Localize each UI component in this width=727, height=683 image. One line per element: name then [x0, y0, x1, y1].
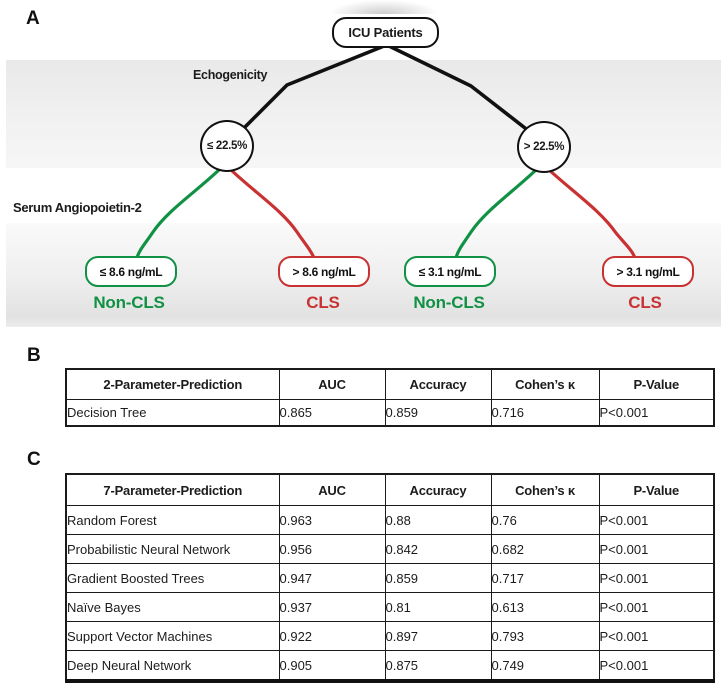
table-row: Probabilistic Neural Network 0.956 0.842… — [65, 534, 715, 564]
outcome-label-cls-2: CLS — [628, 293, 662, 312]
table-row: Deep Neural Network 0.905 0.875 0.749 P<… — [65, 650, 715, 682]
cell-auc: 0.947 — [278, 563, 386, 593]
cell-kappa: 0.793 — [490, 621, 600, 651]
cell-model: Deep Neural Network — [65, 650, 280, 682]
header-p-value: P-Value — [598, 368, 715, 400]
table-header-row: 7-Parameter-Prediction AUC Accuracy Cohe… — [65, 473, 715, 506]
cell-auc: 0.956 — [278, 534, 386, 564]
decision-tree-panel: A ICU Patients Echogenicity Serum Angiop… — [0, 0, 727, 340]
cell-auc: 0.905 — [278, 650, 386, 682]
cell-p-value: P<0.001 — [598, 399, 715, 427]
outcome-label-noncls-2: Non-CLS — [413, 293, 485, 312]
table-row: Naïve Bayes 0.937 0.81 0.613 P<0.001 — [65, 592, 715, 622]
cell-accuracy: 0.842 — [384, 534, 492, 564]
table-row: Decision Tree 0.865 0.859 0.716 P<0.001 — [65, 399, 715, 427]
cell-kappa: 0.717 — [490, 563, 600, 593]
table-row: Support Vector Machines 0.922 0.897 0.79… — [65, 621, 715, 651]
seven-parameter-table: 7-Parameter-Prediction AUC Accuracy Cohe… — [65, 473, 715, 683]
panel-a-label: A — [26, 8, 40, 29]
edge-left-noncls — [135, 166, 223, 260]
split-label-angiopoietin: Serum Angiopoietin-2 — [13, 200, 142, 215]
cell-auc: 0.963 — [278, 505, 386, 535]
table-header-row: 2-Parameter-Prediction AUC Accuracy Cohe… — [65, 368, 715, 400]
cell-model: Decision Tree — [65, 399, 280, 427]
leaf-node-gt-3-1: > 3.1 ng/mL — [602, 256, 694, 287]
cell-model: Probabilistic Neural Network — [65, 534, 280, 564]
cell-accuracy: 0.81 — [384, 592, 492, 622]
leaf-node-le-3-1: ≤ 3.1 ng/mL — [404, 256, 496, 287]
cell-model: Gradient Boosted Trees — [65, 563, 280, 593]
root-node-shadow — [330, 0, 438, 14]
cell-model: Naïve Bayes — [65, 592, 280, 622]
cell-auc: 0.937 — [278, 592, 386, 622]
cell-kappa: 0.613 — [490, 592, 600, 622]
cell-p-value: P<0.001 — [598, 621, 715, 651]
header-2-parameter: 2-Parameter-Prediction — [65, 368, 280, 400]
background-band-top — [6, 60, 721, 168]
panel-c-label: C — [27, 449, 41, 470]
cell-p-value: P<0.001 — [598, 505, 715, 535]
edge-right-cls — [545, 166, 637, 260]
edge-root-right — [387, 44, 527, 130]
leaf-node-gt-8-6: > 8.6 ng/mL — [278, 256, 370, 287]
header-p-value: P-Value — [598, 473, 715, 506]
tree-edges — [135, 44, 637, 260]
table-row: Random Forest 0.963 0.88 0.76 P<0.001 — [65, 505, 715, 535]
outcome-label-cls-1: CLS — [306, 293, 340, 312]
cell-accuracy: 0.88 — [384, 505, 492, 535]
header-auc: AUC — [278, 473, 386, 506]
header-7-parameter: 7-Parameter-Prediction — [65, 473, 280, 506]
panel-b-label: B — [27, 345, 41, 366]
header-cohens-kappa: Cohen’s κ — [490, 473, 600, 506]
edge-root-left — [242, 44, 386, 130]
cell-kappa: 0.682 — [490, 534, 600, 564]
cell-p-value: P<0.001 — [598, 563, 715, 593]
cell-model: Support Vector Machines — [65, 621, 280, 651]
edge-right-noncls — [454, 166, 540, 260]
cell-p-value: P<0.001 — [598, 650, 715, 682]
cell-model: Random Forest — [65, 505, 280, 535]
two-parameter-table: 2-Parameter-Prediction AUC Accuracy Cohe… — [65, 368, 715, 427]
cell-accuracy: 0.875 — [384, 650, 492, 682]
cell-auc: 0.865 — [278, 399, 386, 427]
cell-p-value: P<0.001 — [598, 534, 715, 564]
cell-p-value: P<0.001 — [598, 592, 715, 622]
cell-accuracy: 0.859 — [384, 563, 492, 593]
split-label-echogenicity: Echogenicity — [193, 68, 268, 82]
split-node-right: > 22.5% — [517, 121, 571, 173]
root-node: ICU Patients — [332, 17, 439, 48]
header-cohens-kappa: Cohen’s κ — [490, 368, 600, 400]
cell-kappa: 0.716 — [490, 399, 600, 427]
header-accuracy: Accuracy — [384, 368, 492, 400]
split-node-left: ≤ 22.5% — [200, 120, 254, 172]
header-auc: AUC — [278, 368, 386, 400]
edge-left-cls — [227, 166, 316, 260]
outcome-label-noncls-1: Non-CLS — [93, 293, 165, 312]
table-row: Gradient Boosted Trees 0.947 0.859 0.717… — [65, 563, 715, 593]
cell-kappa: 0.76 — [490, 505, 600, 535]
leaf-node-le-8-6: ≤ 8.6 ng/mL — [85, 256, 177, 287]
cell-kappa: 0.749 — [490, 650, 600, 682]
cell-auc: 0.922 — [278, 621, 386, 651]
cell-accuracy: 0.897 — [384, 621, 492, 651]
cell-accuracy: 0.859 — [384, 399, 492, 427]
header-accuracy: Accuracy — [384, 473, 492, 506]
